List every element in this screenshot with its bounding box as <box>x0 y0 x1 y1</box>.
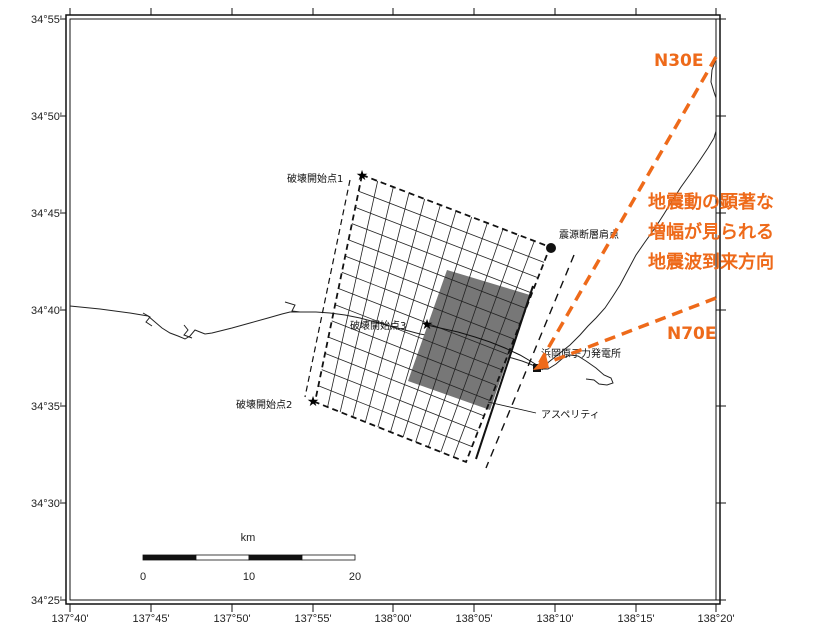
grid-line <box>328 336 491 401</box>
fault-top-point-icon <box>546 243 556 253</box>
asperity-label: アスペリティ <box>541 410 600 421</box>
frame-ticks <box>60 8 726 612</box>
longitude-tick-label: 137°40' <box>51 613 88 625</box>
direction-n30e-label: N30E <box>654 51 704 71</box>
fault-grid <box>304 173 575 469</box>
latitude-tick-labels: 34°55' 34°50' 34°45' 34°40' 34°35' 34°30' 34°2… <box>31 14 62 607</box>
scale-unit-label: km <box>241 532 256 544</box>
grid-line <box>318 385 473 448</box>
longitude-tick-label: 138°10' <box>536 613 573 625</box>
latitude-tick-label: 34°30' <box>31 498 62 510</box>
arrow-n70e <box>538 296 717 368</box>
longitude-tick-label: 138°05' <box>455 613 492 625</box>
grid-line <box>341 271 515 340</box>
latitude-tick-label: 34°55' <box>31 14 62 26</box>
grid-line <box>348 239 527 309</box>
star-icon-3: ★ <box>421 317 434 333</box>
map-labels: 破壊開始点1 破壊開始点2 破壊開始点3 震源断層肩点 浜岡原子力発電所 アスペ… <box>236 172 621 421</box>
latitude-tick-label: 34°40' <box>31 305 62 317</box>
annotation-line-3: 地震波到来方向 <box>648 251 774 273</box>
scale-tick-0: 0 <box>140 571 146 583</box>
scale-tick-20: 20 <box>349 571 361 583</box>
grid-line <box>351 223 533 294</box>
latitude-tick-label: 34°35' <box>31 401 62 413</box>
star-icon-2: ★ <box>307 394 320 410</box>
arrowhead-icon <box>533 355 549 370</box>
annotation-line-1: 地震動の顕著な <box>648 191 774 213</box>
longitude-tick-label: 138°20' <box>697 613 734 625</box>
map-frame <box>60 8 726 612</box>
fault-top-point-label: 震源断層肩点 <box>559 228 619 241</box>
wave-direction-annotation: N30E N70E 地震動の顕著な 増幅が見られる 地震波到来方向 <box>533 51 774 370</box>
asperity-area <box>408 270 530 410</box>
grid-line <box>321 369 479 432</box>
scale-tick-10: 10 <box>243 571 255 583</box>
grid-line <box>331 320 497 386</box>
longitude-tick-label: 137°50' <box>213 613 250 625</box>
longitude-tick-label: 138°15' <box>617 613 654 625</box>
longitude-tick-label: 137°55' <box>294 613 331 625</box>
direction-n70e-label: N70E <box>667 324 717 344</box>
grid-line <box>355 207 539 279</box>
latitude-tick-label: 34°50' <box>31 111 62 123</box>
grid-line <box>334 304 503 371</box>
grid-line <box>345 255 521 325</box>
rupture-start-1-label: 破壊開始点1 <box>287 172 343 185</box>
latitude-tick-label: 34°25' <box>31 595 62 607</box>
star-icon-1: ★ <box>356 168 369 184</box>
scale-bar: km 0 10 20 <box>140 532 361 583</box>
rupture-start-2-label: 破壊開始点2 <box>236 398 292 411</box>
arrow-n30e <box>537 56 718 365</box>
longitude-tick-labels: 137°40' 137°45' 137°50' 137°55' 138°00' 138°0… <box>51 613 734 625</box>
latitude-tick-label: 34°45' <box>31 208 62 220</box>
longitude-tick-label: 138°00' <box>374 613 411 625</box>
grid-line <box>338 288 509 355</box>
grid-line <box>358 190 545 263</box>
rupture-start-3-label: 破壊開始点3 <box>350 319 406 332</box>
grid-line <box>324 352 485 417</box>
grid-lines <box>318 180 545 458</box>
annotation-line-2: 増幅が見られる <box>648 221 774 243</box>
longitude-tick-label: 137°45' <box>132 613 169 625</box>
